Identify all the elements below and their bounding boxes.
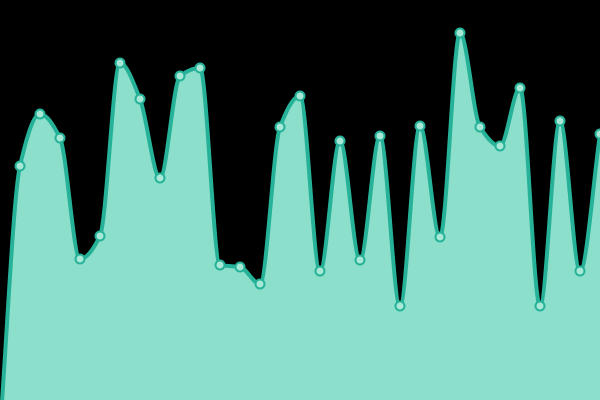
data-point-marker	[514, 82, 526, 94]
data-point-marker	[94, 230, 106, 242]
data-point-marker	[314, 265, 326, 277]
data-point-marker	[334, 135, 346, 147]
data-point-marker	[154, 172, 166, 184]
data-point-marker	[534, 300, 546, 312]
data-point-marker	[234, 261, 246, 273]
data-point-marker	[34, 108, 46, 120]
data-point-marker	[294, 90, 306, 102]
data-point-marker	[574, 265, 586, 277]
data-point-marker	[594, 128, 600, 140]
area-fill	[0, 33, 600, 400]
data-point-marker	[354, 254, 366, 266]
data-point-marker	[454, 27, 466, 39]
data-point-marker	[254, 278, 266, 290]
data-point-marker	[374, 130, 386, 142]
data-point-marker	[14, 160, 26, 172]
data-point-marker	[474, 121, 486, 133]
data-point-marker	[494, 140, 506, 152]
data-point-marker	[434, 231, 446, 243]
data-point-markers	[14, 27, 600, 312]
data-point-marker	[54, 132, 66, 144]
data-point-marker	[394, 300, 406, 312]
data-point-marker	[114, 57, 126, 69]
data-point-marker	[274, 121, 286, 133]
data-point-marker	[414, 120, 426, 132]
data-point-marker	[74, 253, 86, 265]
data-point-marker	[194, 62, 206, 74]
data-point-marker	[214, 259, 226, 271]
data-point-marker	[174, 70, 186, 82]
data-point-marker	[134, 93, 146, 105]
data-point-marker	[554, 115, 566, 127]
